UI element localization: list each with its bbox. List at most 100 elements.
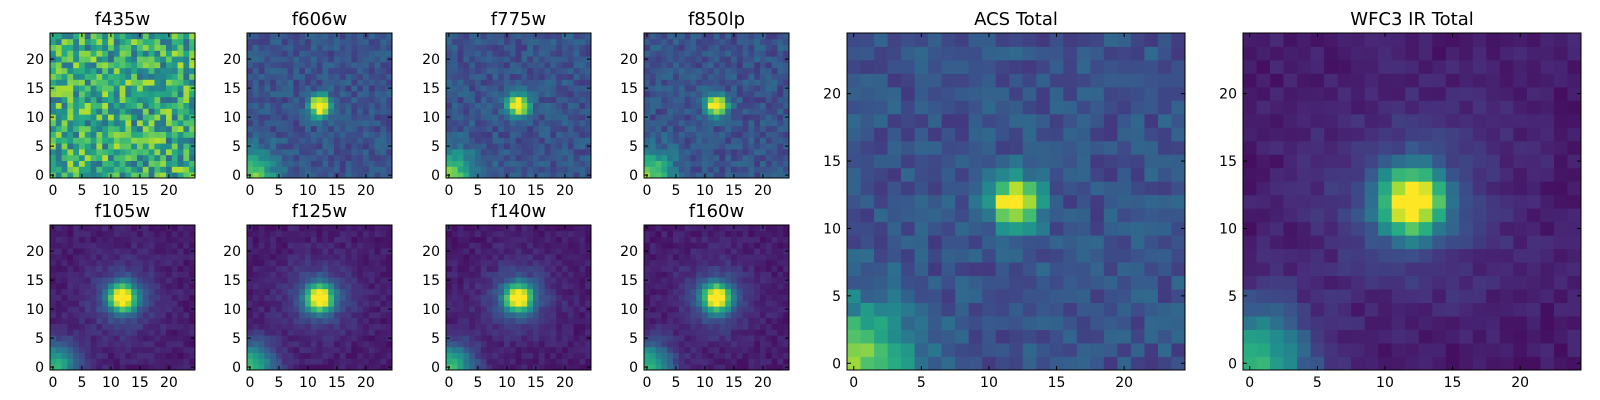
heatmap-cell <box>760 96 767 103</box>
heatmap-cell <box>533 85 540 92</box>
heatmap-cell <box>667 137 674 144</box>
heatmap-cell <box>556 91 563 98</box>
heatmap-cell <box>73 259 80 266</box>
heatmap-cell <box>357 259 364 266</box>
y-tick-label: 0 <box>629 168 638 184</box>
heatmap-cell <box>119 230 126 237</box>
heatmap-cell <box>655 329 662 336</box>
heatmap-cell <box>113 312 120 319</box>
heatmap-cell <box>731 288 738 295</box>
heatmap-cell <box>183 172 190 179</box>
heatmap-cell <box>142 172 149 179</box>
heatmap-cell <box>451 225 458 232</box>
heatmap-cell <box>345 352 352 359</box>
heatmap-cell <box>504 154 511 161</box>
heatmap-cell <box>538 102 545 109</box>
heatmap-cell <box>562 254 569 261</box>
heatmap-cell <box>148 300 155 307</box>
heatmap-cell <box>742 329 749 336</box>
heatmap-cell <box>585 131 592 138</box>
heatmap-cell <box>469 317 476 324</box>
heatmap-cell <box>521 137 528 144</box>
heatmap-cell <box>276 154 283 161</box>
heatmap-cell <box>270 79 277 86</box>
heatmap-cell <box>719 120 726 127</box>
heatmap-cell <box>166 288 173 295</box>
heatmap-cell <box>754 149 761 156</box>
heatmap-cell <box>754 154 761 161</box>
heatmap-cell <box>339 306 346 313</box>
heatmap-cell <box>509 108 516 115</box>
heatmap-cell <box>119 236 126 243</box>
heatmap-cell <box>469 91 476 98</box>
heatmap-cell <box>661 131 668 138</box>
heatmap-cell <box>696 277 703 284</box>
heatmap-cell <box>486 166 493 173</box>
heatmap-cell <box>322 131 329 138</box>
heatmap-cell <box>480 259 487 266</box>
heatmap-cell <box>125 56 132 63</box>
heatmap-cell <box>463 248 470 255</box>
heatmap-cell <box>567 277 574 284</box>
heatmap-cell <box>79 312 86 319</box>
heatmap-cell <box>527 317 534 324</box>
heatmap-cell <box>515 44 522 51</box>
y-tick-label: 5 <box>431 331 440 347</box>
heatmap-cell <box>498 225 505 232</box>
heatmap-cell <box>538 288 545 295</box>
heatmap-cell <box>673 79 680 86</box>
heatmap-cell <box>183 149 190 156</box>
heatmap-cell <box>102 230 109 237</box>
heatmap-cell <box>258 283 265 290</box>
heatmap-cell <box>84 91 91 98</box>
heatmap-cell <box>771 300 778 307</box>
heatmap-cell <box>270 149 277 156</box>
heatmap-cell <box>293 323 300 330</box>
heatmap-cell <box>108 120 115 127</box>
x-tick-label: 15 <box>328 183 346 199</box>
heatmap-cell <box>562 283 569 290</box>
x-tick-label: 15 <box>725 183 743 199</box>
heatmap-cell <box>177 277 184 284</box>
heatmap-cell <box>67 335 74 342</box>
heatmap-cell <box>492 96 499 103</box>
heatmap-cell <box>339 160 346 167</box>
heatmap-cell <box>345 283 352 290</box>
heatmap-cell <box>515 294 522 301</box>
heatmap-cell <box>644 166 651 173</box>
heatmap-cell <box>521 108 528 115</box>
heatmap-cell <box>567 346 574 353</box>
heatmap-cell <box>287 248 294 255</box>
heatmap-cell <box>125 230 132 237</box>
heatmap-cell <box>328 300 335 307</box>
heatmap-cell <box>649 125 656 132</box>
heatmap-cell <box>380 56 387 63</box>
heatmap-cell <box>351 114 358 121</box>
heatmap-cell <box>270 50 277 57</box>
heatmap-cell <box>521 85 528 92</box>
heatmap-cell <box>299 137 306 144</box>
heatmap-cell <box>166 242 173 249</box>
heatmap-cell <box>334 352 341 359</box>
heatmap-cell <box>655 335 662 342</box>
heatmap-cell <box>189 317 196 324</box>
heatmap-cell <box>339 67 346 74</box>
heatmap-cell <box>79 102 86 109</box>
heatmap-cell <box>748 335 755 342</box>
heatmap-cell <box>247 67 254 74</box>
heatmap-cell <box>345 44 352 51</box>
heatmap-cell <box>166 137 173 144</box>
heatmap-cell <box>515 317 522 324</box>
heatmap-cell <box>84 300 91 307</box>
heatmap-cell <box>55 288 62 295</box>
heatmap-cell <box>725 62 732 69</box>
heatmap-cell <box>183 160 190 167</box>
heatmap-cell <box>509 358 516 365</box>
heatmap-cell <box>480 160 487 167</box>
heatmap-cell <box>486 317 493 324</box>
heatmap-cell <box>90 306 97 313</box>
heatmap-cell <box>521 248 528 255</box>
heatmap-cell <box>113 230 120 237</box>
heatmap-cell <box>299 323 306 330</box>
heatmap-cell <box>673 96 680 103</box>
